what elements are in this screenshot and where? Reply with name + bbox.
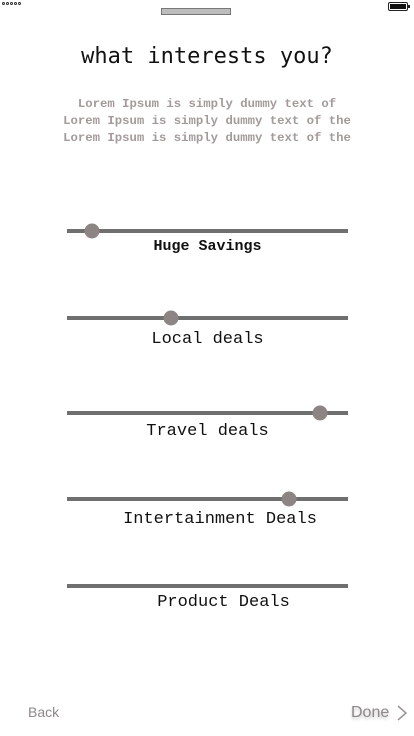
slider-label-local-deals: Local deals: [151, 330, 264, 349]
slider-label-huge-savings: Huge Savings: [153, 238, 262, 255]
slider-huge-savings[interactable]: [67, 223, 348, 239]
slider-thumb[interactable]: [163, 310, 179, 326]
chevron-right-icon[interactable]: [395, 704, 409, 722]
done-button[interactable]: Done: [351, 704, 390, 721]
slider-label-travel-deals: Travel deals: [146, 422, 269, 441]
slider-label-intertainment-deals: Intertainment Deals: [123, 510, 317, 529]
description-line: Lorem Ipsum is simply dummy text of the: [63, 114, 351, 128]
signal-strength-icon: [2, 2, 21, 5]
slider-intertainment-deals[interactable]: [67, 491, 348, 507]
slider-thumb[interactable]: [281, 491, 297, 507]
description: Lorem Ipsum is simply dummy text of Lore…: [0, 96, 414, 147]
slider-thumb[interactable]: [312, 405, 328, 421]
back-button[interactable]: Back: [28, 704, 60, 720]
top-handle-bar: [161, 8, 231, 15]
description-line: Lorem Ipsum is simply dummy text of the: [63, 131, 351, 145]
slider-local-deals[interactable]: [67, 310, 348, 326]
slider-travel-deals[interactable]: [67, 405, 348, 421]
battery-icon: [388, 2, 410, 11]
slider-thumb[interactable]: [84, 223, 100, 239]
page-title: what interests you?: [81, 44, 333, 69]
slider-label-product-deals: Product Deals: [157, 593, 290, 612]
slider-product-deals[interactable]: [67, 584, 348, 588]
description-line: Lorem Ipsum is simply dummy text of: [77, 97, 337, 111]
